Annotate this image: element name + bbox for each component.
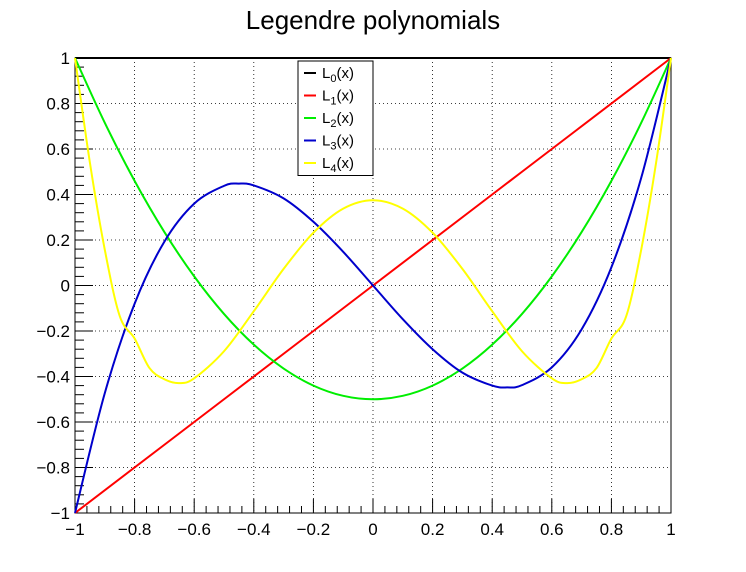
legend-label-suffix: (x) <box>336 133 354 150</box>
series-line-4 <box>74 57 672 385</box>
y-tick-label: 0 <box>61 277 70 296</box>
x-tick-label: 1 <box>666 520 675 539</box>
series-lines <box>74 56 672 514</box>
y-tick-label: −0.4 <box>36 368 70 387</box>
x-tick-label: −0.8 <box>118 520 152 539</box>
legend-label-1: L1(x) <box>322 88 354 108</box>
x-tick-label: 0.8 <box>600 520 624 539</box>
chart-title: Legendre polynomials <box>246 5 500 35</box>
y-tick-label: 0.6 <box>46 140 70 159</box>
y-tick-label: −0.6 <box>36 413 70 432</box>
series-line-3 <box>74 57 672 514</box>
x-tick-label: −0.6 <box>177 520 211 539</box>
y-tick-label: −1 <box>51 504 70 523</box>
x-tick-label: 0.2 <box>421 520 445 539</box>
x-tick-label: −1 <box>65 520 84 539</box>
y-tick-label: −0.2 <box>36 322 70 341</box>
legend-label-subscript: 0 <box>330 73 336 85</box>
legend-label-suffix: (x) <box>336 155 354 172</box>
y-tick-label: 0.2 <box>46 231 70 250</box>
legend-label-base: L <box>322 65 330 82</box>
x-tick-label: 0.4 <box>480 520 504 539</box>
y-tick-label: 1 <box>61 49 70 68</box>
legend-label-suffix: (x) <box>336 65 354 82</box>
x-tick-label: −0.2 <box>297 520 331 539</box>
series-line-2 <box>74 57 672 401</box>
legend-label-subscript: 2 <box>330 118 336 130</box>
legend-label-base: L <box>322 110 330 127</box>
legend-label-subscript: 3 <box>330 141 336 153</box>
legend-label-3: L3(x) <box>322 133 354 153</box>
legend-label-base: L <box>322 133 330 150</box>
x-tick-label: −0.4 <box>237 520 271 539</box>
legend: L0(x)L1(x)L2(x)L3(x)L4(x) <box>297 60 374 176</box>
y-tick-label: 0.8 <box>46 95 70 114</box>
x-tick-label: 0.6 <box>540 520 564 539</box>
legend-label-subscript: 4 <box>330 163 336 175</box>
legend-label-suffix: (x) <box>336 88 354 105</box>
legend-label-base: L <box>322 88 330 105</box>
grid-lines <box>75 58 671 513</box>
x-tick-label: 0 <box>368 520 377 539</box>
y-tick-label: 0.4 <box>46 186 70 205</box>
legend-label-subscript: 1 <box>330 96 336 108</box>
legend-label-base: L <box>322 155 330 172</box>
tick-labels: −1 −0.8 −0.6 −0.4 −0.2 0 0.2 0.4 0.6 0.8 1 −1 −0.8 −0… <box>36 49 675 539</box>
y-tick-label: −0.8 <box>36 459 70 478</box>
legend-label-0: L0(x) <box>322 65 354 85</box>
legend-label-2: L2(x) <box>322 110 354 130</box>
legend-label-suffix: (x) <box>336 110 354 127</box>
axis-ticks <box>74 57 672 514</box>
legend-label-4: L4(x) <box>322 155 354 175</box>
